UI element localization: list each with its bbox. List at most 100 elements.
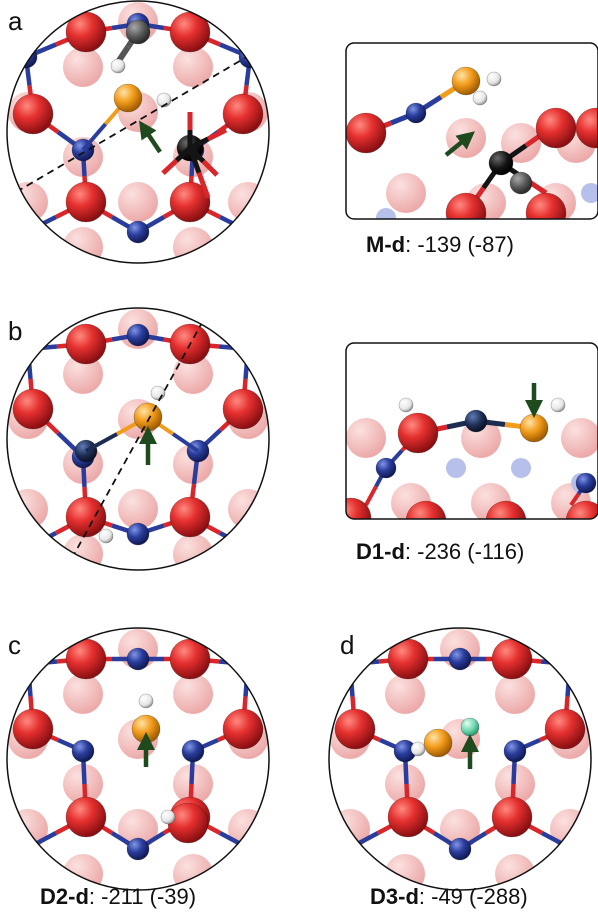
- hydrogen-atom: [486, 71, 502, 87]
- caption-m-d: M-d: -139 (-87): [366, 234, 514, 256]
- panel-label-c: c: [8, 630, 21, 660]
- oxygen-atom: [346, 112, 387, 154]
- oxygen-metal-bond: [364, 485, 378, 506]
- oxygen-atom: [169, 496, 211, 538]
- metal-oxygen-bond: [24, 531, 58, 551]
- metal-oxygen-bond: [540, 659, 571, 667]
- sublayer-oxygen-atom: [495, 674, 535, 714]
- oxygen-atom: [65, 496, 107, 538]
- oxygen-atom: [65, 323, 107, 365]
- metal-atom: [181, 739, 205, 763]
- caption-d2-d: D2-d: -211 (-39): [40, 886, 196, 908]
- hydrogen-atom: [110, 58, 126, 74]
- oxygen-atom: [387, 796, 429, 838]
- metal-atom: [503, 739, 527, 763]
- deuterium-atom: [460, 717, 480, 737]
- oxygen-atom: [222, 93, 264, 135]
- dopant-atom: [464, 409, 488, 433]
- oxygen-atom: [65, 796, 107, 838]
- hydrogen-atom: [156, 92, 172, 108]
- oxygen-atom: [535, 107, 577, 149]
- diffusion-arrow: [444, 131, 475, 157]
- metal-atom: [238, 537, 262, 561]
- metal-atom: [236, 652, 260, 676]
- oxygen-atom: [575, 107, 598, 149]
- view-border: [6, 0, 270, 264]
- panel-c-top-view: [6, 627, 270, 891]
- metal-oxygen-bond: [25, 663, 33, 697]
- sublayer-oxygen-atom: [118, 182, 158, 222]
- sublayer-oxygen-atom: [346, 418, 386, 458]
- carbon-oxygen-bond: [188, 136, 210, 151]
- carbon-atom-gray: [509, 171, 533, 195]
- hydrogen-atom: [98, 528, 114, 544]
- oxygen-atom: [12, 93, 54, 135]
- sulfur-metal-bond: [81, 122, 108, 152]
- metal-oxygen-bond: [569, 492, 581, 507]
- metal-atom: [560, 837, 584, 861]
- oxygen-atom: [167, 802, 209, 844]
- view-border: [6, 307, 270, 571]
- carbon-oxygen-bond: [201, 159, 219, 177]
- metal-oxygen-bond: [565, 663, 573, 697]
- metal-atom: [126, 522, 150, 546]
- view-border: [328, 627, 592, 891]
- metal-atom: [448, 837, 472, 861]
- sublayer-oxygen-atom: [440, 809, 480, 849]
- sulfur-atom: [113, 83, 143, 113]
- sulfur-metal-bond: [171, 432, 200, 453]
- carbon-oxygen-bond: [174, 146, 192, 163]
- panel-b-side-view: [345, 342, 598, 520]
- panel-label-a: a: [8, 6, 23, 36]
- metal-oxygen-bond: [347, 663, 355, 697]
- hydrogen-atom: [472, 90, 488, 106]
- hydrogen-atom: [410, 741, 426, 757]
- side-view-border: [345, 342, 598, 520]
- panel-d-top-view: [328, 627, 592, 891]
- sublayer-oxygen-atom: [63, 534, 103, 570]
- sulfur-atom: [131, 714, 161, 744]
- metal-atom: [71, 739, 95, 763]
- metal-oxygen-bond: [349, 659, 380, 667]
- metal-atom: [14, 537, 38, 561]
- caption-d2-d-value: : -211 (-39): [88, 884, 197, 909]
- oxygen-atom: [169, 181, 211, 223]
- oxygen-atom: [445, 192, 487, 219]
- sublayer-oxygen-atom: [118, 809, 158, 849]
- sublayer-oxygen-atom: [561, 418, 598, 458]
- oxygen-atom: [565, 500, 598, 519]
- oxygen-atom: [12, 708, 54, 750]
- hydrogen-atom: [160, 809, 176, 825]
- oxygen-atom: [222, 708, 264, 750]
- oxygen-atom: [491, 796, 533, 838]
- view-border: [6, 627, 270, 891]
- metal-atom: [336, 837, 360, 861]
- sublayer-oxygen-atom: [63, 674, 103, 714]
- hydrogen-atom: [398, 397, 414, 413]
- side-view-border: [345, 42, 598, 220]
- sublayer-metal-atom: [446, 458, 466, 478]
- caption-d3-d: D3-d: -49 (-288): [370, 886, 528, 908]
- oxygen-atom: [544, 708, 586, 750]
- carbon-oxygen-bond: [196, 171, 211, 199]
- metal-atom: [126, 837, 150, 861]
- cut-plane-line: [7, 47, 263, 199]
- carbon-atom-gray: [125, 19, 151, 45]
- metal-atom: [405, 102, 427, 124]
- metal-atom: [448, 647, 472, 671]
- sublayer-oxygen-atom: [173, 674, 213, 714]
- caption-m-d-value: : -139 (-87): [405, 232, 514, 257]
- sublayer-oxygen-atom: [63, 47, 103, 87]
- oxygen-atom: [485, 500, 527, 519]
- carbon-oxygen-bond: [206, 127, 228, 142]
- caption-d3-d-value: : -49 (-288): [418, 884, 528, 909]
- oxygen-atom: [65, 181, 107, 223]
- hydrogen-atom: [550, 397, 566, 413]
- sublayer-oxygen-atom: [173, 227, 213, 263]
- sulfur-atom: [423, 728, 453, 758]
- sublayer-oxygen-atom: [173, 47, 213, 87]
- sublayer-oxygen-atom: [63, 354, 103, 394]
- sublayer-oxygen-atom: [118, 489, 158, 529]
- metal-oxygen-bond: [218, 531, 252, 551]
- oxygen-atom: [397, 412, 439, 454]
